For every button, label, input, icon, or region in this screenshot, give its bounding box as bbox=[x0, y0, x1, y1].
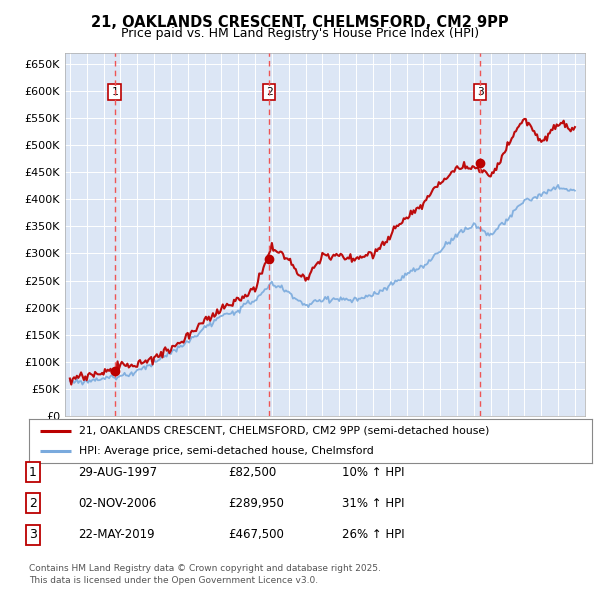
Text: HPI: Average price, semi-detached house, Chelmsford: HPI: Average price, semi-detached house,… bbox=[79, 446, 374, 456]
Text: 22-MAY-2019: 22-MAY-2019 bbox=[78, 528, 155, 541]
Text: 21, OAKLANDS CRESCENT, CHELMSFORD, CM2 9PP (semi-detached house): 21, OAKLANDS CRESCENT, CHELMSFORD, CM2 9… bbox=[79, 426, 490, 436]
Text: 3: 3 bbox=[29, 528, 37, 541]
Text: Price paid vs. HM Land Registry's House Price Index (HPI): Price paid vs. HM Land Registry's House … bbox=[121, 27, 479, 40]
Text: 3: 3 bbox=[477, 87, 484, 97]
Text: 31% ↑ HPI: 31% ↑ HPI bbox=[342, 497, 404, 510]
Text: Contains HM Land Registry data © Crown copyright and database right 2025.
This d: Contains HM Land Registry data © Crown c… bbox=[29, 565, 380, 585]
Text: £289,950: £289,950 bbox=[228, 497, 284, 510]
Text: 10% ↑ HPI: 10% ↑ HPI bbox=[342, 466, 404, 478]
Text: 1: 1 bbox=[29, 466, 37, 478]
Text: 2: 2 bbox=[266, 87, 272, 97]
Text: £467,500: £467,500 bbox=[228, 528, 284, 541]
Text: 02-NOV-2006: 02-NOV-2006 bbox=[78, 497, 157, 510]
Text: 29-AUG-1997: 29-AUG-1997 bbox=[78, 466, 157, 478]
Text: 2: 2 bbox=[29, 497, 37, 510]
Text: 21, OAKLANDS CRESCENT, CHELMSFORD, CM2 9PP: 21, OAKLANDS CRESCENT, CHELMSFORD, CM2 9… bbox=[91, 15, 509, 30]
Text: 26% ↑ HPI: 26% ↑ HPI bbox=[342, 528, 404, 541]
Text: £82,500: £82,500 bbox=[228, 466, 276, 478]
Text: 1: 1 bbox=[111, 87, 118, 97]
